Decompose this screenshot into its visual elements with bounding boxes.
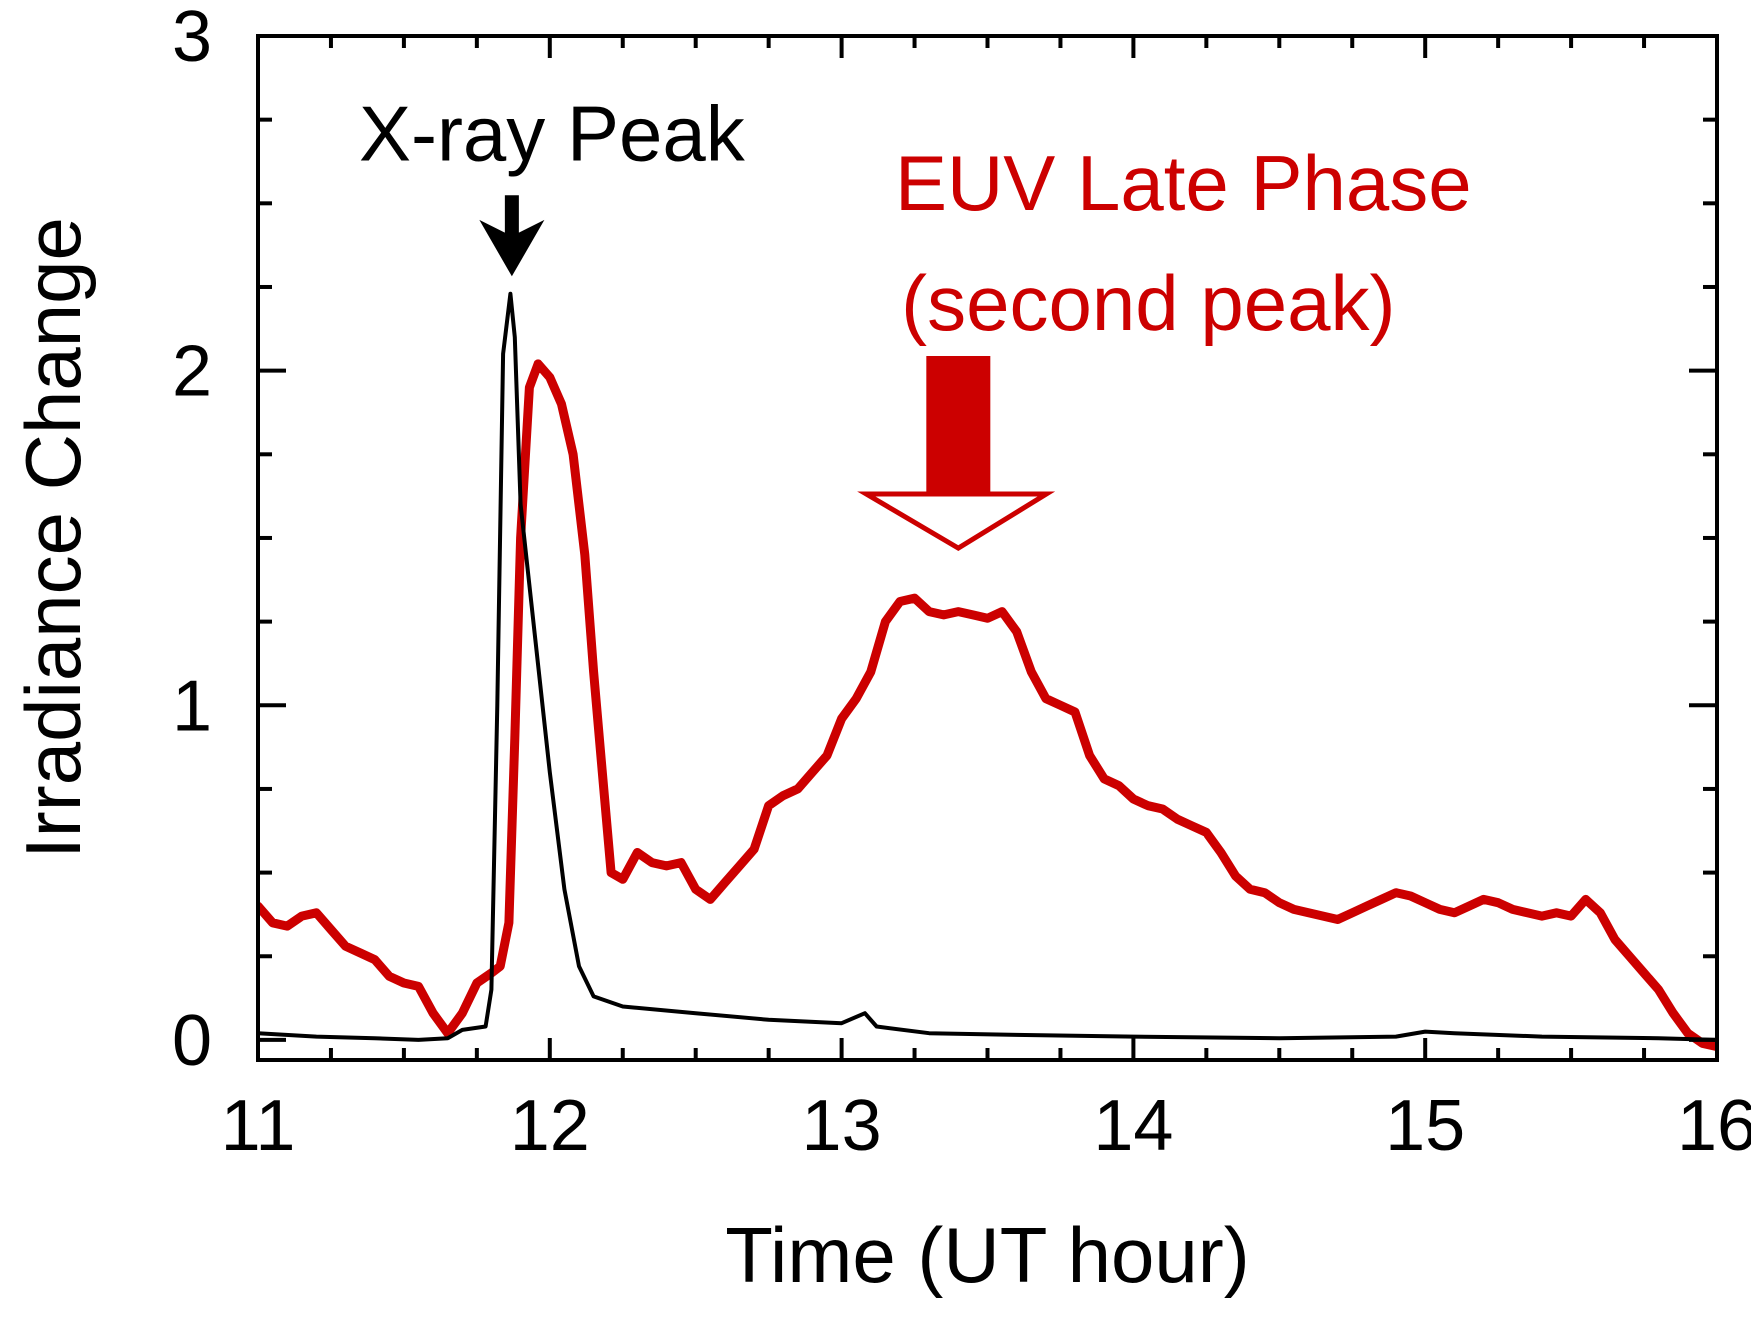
y-tick-label: 3 xyxy=(172,0,212,77)
xray-series-line xyxy=(258,291,1717,1042)
euv-arrow-head xyxy=(857,491,1056,552)
series-layer xyxy=(258,291,1717,1052)
y-tick-label: 2 xyxy=(172,332,212,412)
plot-area xyxy=(258,291,1717,1052)
xray-peak-arrow xyxy=(479,195,545,277)
x-tick-label: 16 xyxy=(1677,1086,1751,1166)
x-axis-title: Time (UT hour) xyxy=(725,1211,1249,1299)
xray-peak-annotation: X-ray Peak xyxy=(359,89,746,277)
euv-second-peak-label: (second peak) xyxy=(901,259,1395,347)
euv-late-phase-annotation: EUV Late Phase (second peak) xyxy=(857,139,1472,552)
x-tick-label: 14 xyxy=(1093,1086,1173,1166)
y-tick-label: 0 xyxy=(172,1001,212,1081)
axis-ticks xyxy=(256,34,1719,1060)
x-tick-label: 12 xyxy=(510,1086,590,1166)
y-axis-title: Irradiance Change xyxy=(9,217,97,859)
x-tick-label: 11 xyxy=(221,1086,296,1166)
euv-series-line xyxy=(258,359,1717,1052)
x-tick-label: 13 xyxy=(802,1086,882,1166)
euv-arrow-shaft xyxy=(926,356,991,496)
xray-peak-label: X-ray Peak xyxy=(359,89,746,177)
y-tick-label: 1 xyxy=(172,666,212,746)
euv-late-phase-label: EUV Late Phase xyxy=(895,139,1472,227)
x-tick-label: 15 xyxy=(1385,1086,1465,1166)
